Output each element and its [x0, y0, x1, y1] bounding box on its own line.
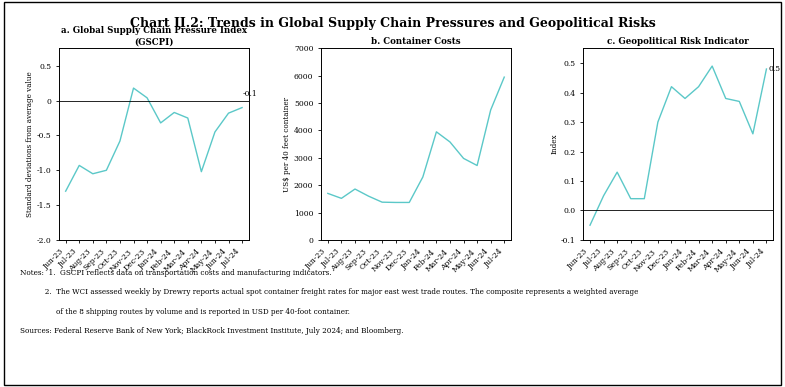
Y-axis label: US$ per 40 feet container: US$ per 40 feet container	[283, 97, 291, 192]
Text: Sources: Federal Reserve Bank of New York; BlackRock Investment Institute, July : Sources: Federal Reserve Bank of New Yor…	[20, 327, 403, 335]
Title: a. Global Supply Chain Pressure Index
(GSCPI): a. Global Supply Chain Pressure Index (G…	[61, 26, 246, 46]
Text: of the 8 shipping routes by volume and is reported in USD per 40-foot container.: of the 8 shipping routes by volume and i…	[20, 308, 349, 316]
Y-axis label: Index: Index	[550, 134, 558, 154]
Text: 0.5: 0.5	[769, 65, 780, 73]
Text: Notes:  1.  GSCPI reflects data on transportation costs and manufacturing indica: Notes: 1. GSCPI reflects data on transpo…	[20, 269, 331, 277]
Text: 2.  The WCI assessed weekly by Drewry reports actual spot container freight rate: 2. The WCI assessed weekly by Drewry rep…	[20, 288, 638, 296]
Text: Chart II.2: Trends in Global Supply Chain Pressures and Geopolitical Risks: Chart II.2: Trends in Global Supply Chai…	[130, 17, 655, 31]
Title: c. Geopolitical Risk Indicator: c. Geopolitical Risk Indicator	[608, 37, 749, 46]
Text: -0.1: -0.1	[243, 90, 257, 98]
Y-axis label: Standard deviations from average value: Standard deviations from average value	[26, 71, 34, 217]
Title: b. Container Costs: b. Container Costs	[371, 37, 461, 46]
